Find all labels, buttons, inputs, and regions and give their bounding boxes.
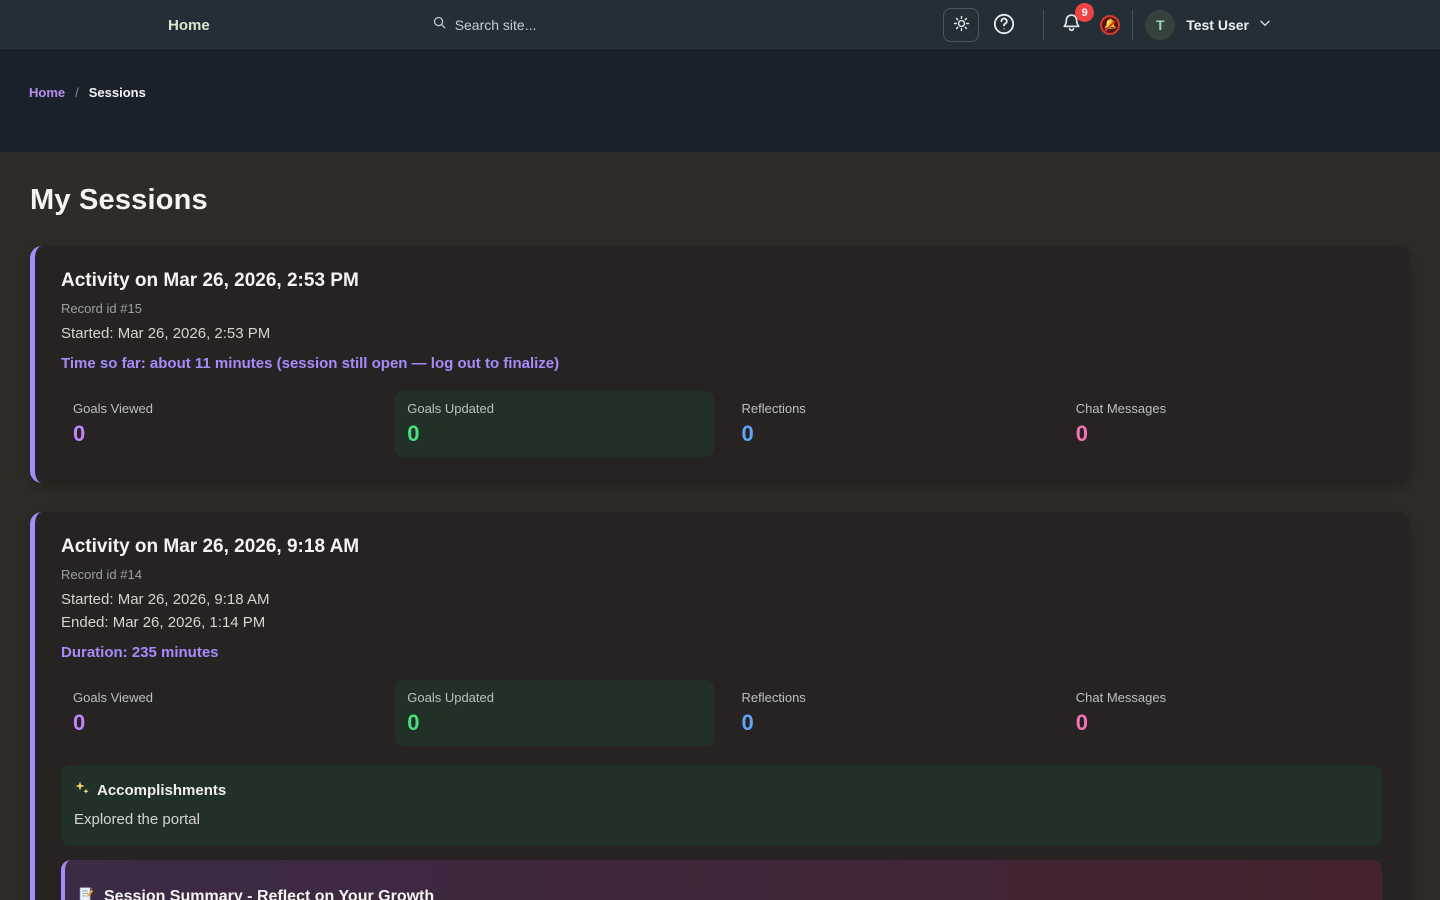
navbar-divider [1043,10,1045,40]
memo-icon [78,886,95,900]
user-name: Test User [1186,17,1249,33]
search-icon [432,15,447,35]
session-title: Activity on Mar 26, 2026, 9:18 AM [61,536,360,557]
search-input[interactable] [454,17,655,33]
avatar: T [1145,10,1176,40]
stat-label: Goals Updated [407,690,494,705]
user-menu[interactable]: T Test User [1145,10,1272,40]
stat-cell: Chat Messages 0 [1064,680,1382,746]
stat-value: 0 [73,421,86,446]
stat-label: Goals Viewed [73,401,153,416]
stat-cell: Goals Updated 0 [395,680,714,746]
stat-label: Reflections [741,401,806,416]
site-search[interactable] [432,15,672,35]
accomplishments-box: Accomplishments Explored the portal [61,765,1382,846]
help-icon [992,12,1016,39]
stat-value: 0 [741,710,754,735]
stat-cell: Goals Viewed 0 [61,391,379,457]
accomplishment-item: Explored the portal [74,811,200,828]
stat-label: Goals Updated [407,401,494,416]
session-duration-note: Time so far: about 11 minutes (session s… [61,355,560,372]
accomplishments-title: Accomplishments [74,780,1369,800]
sun-icon [953,15,970,35]
bell-glyph: 🔔 [1103,19,1117,30]
stat-value: 0 [407,710,420,735]
breadcrumb-home-link[interactable]: Home [29,85,66,100]
stat-value: 0 [1075,710,1088,735]
stat-value: 0 [407,421,420,446]
stat-cell: Goals Updated 0 [395,391,714,457]
stat-value: 0 [1075,421,1088,446]
top-navbar: Home [0,0,1440,51]
main-content: My Sessions Activity on Mar 26, 2026, 2:… [0,152,1440,900]
session-card: Activity on Mar 26, 2026, 2:53 PM Record… [30,246,1410,483]
session-record-id: Record id #14 [61,567,142,582]
stat-cell: Reflections 0 [730,391,1048,457]
stat-label: Reflections [741,690,806,705]
navbar-divider [1132,10,1134,40]
help-button[interactable] [989,10,1019,40]
accomplishments-title-text: Accomplishments [97,781,227,799]
stat-cell: Reflections 0 [730,680,1048,746]
notification-badge: 9 [1075,3,1095,22]
stat-value: 0 [741,421,754,446]
accomplishments-items: Explored the portal [74,811,1369,828]
navbar-actions: 9 🔔 T Test User [943,3,1272,42]
session-card: Activity on Mar 26, 2026, 9:18 AM Record… [30,512,1410,900]
stat-value: 0 [73,710,86,735]
breadcrumb-current: Sessions [88,85,146,100]
session-stats: Goals Viewed 0 Goals Updated 0 Reflectio… [61,391,1382,457]
breadcrumb-separator: / [75,85,79,100]
stat-label: Chat Messages [1075,401,1167,416]
session-stats: Goals Viewed 0 Goals Updated 0 Reflectio… [61,680,1382,746]
page-title: My Sessions [30,184,208,216]
stat-cell: Goals Viewed 0 [61,680,379,746]
sparkles-icon [74,780,90,800]
session-started: Started: Mar 26, 2026, 2:53 PM [61,325,271,342]
bell-slash-icon[interactable]: 🔔 [1100,15,1121,35]
session-started: Started: Mar 26, 2026, 9:18 AM [61,591,270,608]
chevron-down-icon [1258,16,1272,35]
session-summary-box: Session Summary - Reflect on Your Growth [61,860,1382,900]
session-summary-title-text: Session Summary - Reflect on Your Growth [104,888,435,900]
session-list: Activity on Mar 26, 2026, 2:53 PM Record… [30,246,1410,900]
breadcrumb-band: Home / Sessions [0,51,1440,152]
session-duration-note: Duration: 235 minutes [61,644,219,661]
session-record-id: Record id #15 [61,301,142,316]
stat-label: Chat Messages [1075,690,1167,705]
session-summary-title: Session Summary - Reflect on Your Growth [78,886,1369,900]
breadcrumb: Home / Sessions [29,85,1411,100]
stat-cell: Chat Messages 0 [1064,391,1382,457]
nav-item-home[interactable]: Home [168,16,210,34]
session-title: Activity on Mar 26, 2026, 2:53 PM [61,270,359,291]
notifications-button[interactable]: 9 [1056,3,1095,40]
theme-toggle-button[interactable] [943,8,980,42]
session-ended: Ended: Mar 26, 2026, 1:14 PM [61,614,266,631]
stat-label: Goals Viewed [73,690,153,705]
